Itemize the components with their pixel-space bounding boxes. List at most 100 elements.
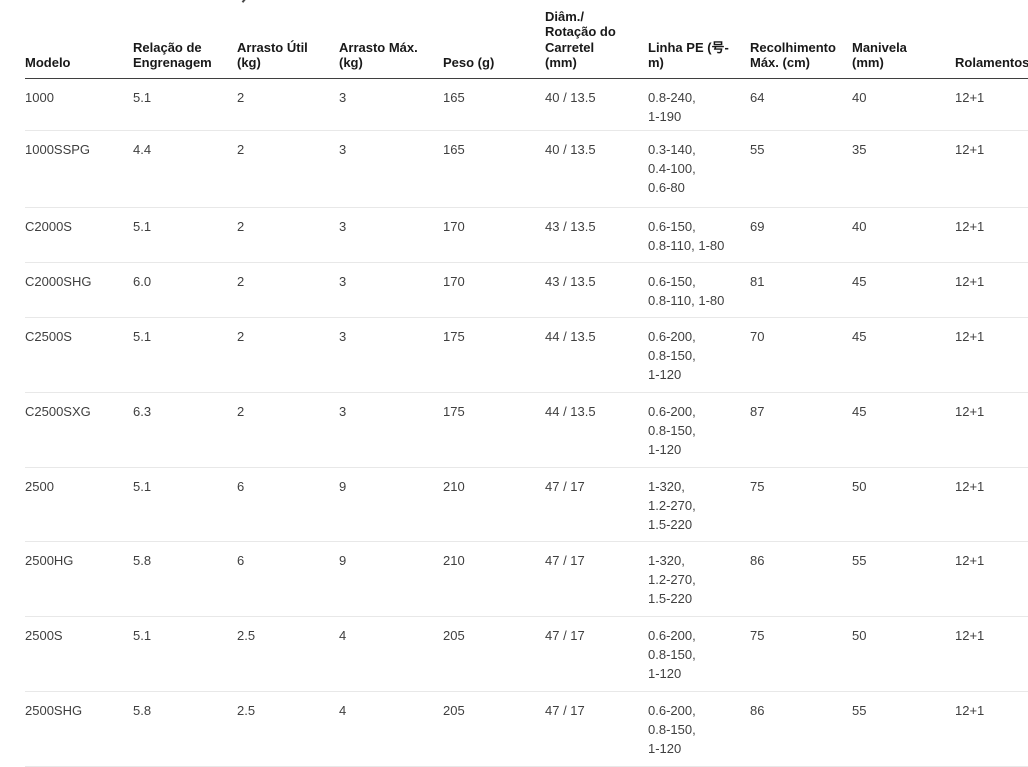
cell-rolamentos: 12+1 <box>955 691 1028 767</box>
cell-recolhimento: 86 <box>750 541 852 617</box>
cell-recolhimento: 81 <box>750 262 852 318</box>
header-relacao: Relação de Engrenagem <box>133 0 237 79</box>
cell-modelo: 1000SSPG <box>25 130 133 208</box>
cell-arrasto_util: 2 <box>237 78 339 131</box>
cell-rolamentos: 12+1 <box>955 616 1028 692</box>
cell-relacao: 5.1 <box>133 317 237 393</box>
cell-modelo: 1000 <box>25 78 133 131</box>
cell-recolhimento: 75 <box>750 616 852 692</box>
cell-peso: 210 <box>443 467 545 542</box>
cell-diam: 47 / 17 <box>545 616 648 692</box>
cell-arrasto_max: 9 <box>339 467 443 542</box>
header-modelo: Modelo <box>25 0 133 79</box>
cell-manivela: 55 <box>852 691 955 767</box>
cell-arrasto_max: 3 <box>339 317 443 393</box>
table-row: 1000SSPG 4.4 2 3 165 40 / 13.5 0.3-140, 0.4-10… <box>25 130 1028 208</box>
cell-diam: 43 / 13.5 <box>545 207 648 263</box>
cell-diam: 44 / 13.5 <box>545 392 648 468</box>
cell-manivela: 45 <box>852 317 955 393</box>
header-arrasto-max: Arrasto Máx. (kg) <box>339 0 443 79</box>
cell-arrasto_util: 6 <box>237 541 339 617</box>
cell-relacao: 4.4 <box>133 130 237 208</box>
table-row: 2500HG 5.8 6 9 210 47 / 17 1-320, 1.2-270, 1.5… <box>25 541 1028 617</box>
cell-peso: 205 <box>443 691 545 767</box>
spec-table: Modelo Relação de Engrenagem Arrasto Úti… <box>25 0 1028 767</box>
cell-manivela: 35 <box>852 130 955 208</box>
cell-rolamentos: 12+1 <box>955 262 1028 318</box>
cell-manivela: 55 <box>852 541 955 617</box>
cell-linha: 1-320, 1.2-270, 1.5-220 <box>648 467 750 542</box>
cell-arrasto_util: 2.5 <box>237 691 339 767</box>
cell-peso: 175 <box>443 317 545 393</box>
cell-rolamentos: 12+1 <box>955 467 1028 542</box>
cell-relacao: 5.8 <box>133 691 237 767</box>
cell-recolhimento: 64 <box>750 78 852 131</box>
cell-arrasto_max: 3 <box>339 130 443 208</box>
cell-peso: 165 <box>443 130 545 208</box>
table-row: C2500S 5.1 2 3 175 44 / 13.5 0.6-200, 0.8-150,… <box>25 317 1028 393</box>
table-body: 1000 5.1 2 3 165 40 / 13.5 0.8-240, 1-190 64 40 1… <box>25 78 1028 767</box>
cell-rolamentos: 12+1 <box>955 392 1028 468</box>
cell-manivela: 45 <box>852 392 955 468</box>
cell-peso: 165 <box>443 78 545 131</box>
cell-manivela: 40 <box>852 207 955 263</box>
header-diam-rotacao: Diâm./ Rotação do Carretel (mm) <box>545 0 648 79</box>
cell-recolhimento: 87 <box>750 392 852 468</box>
cell-linha: 0.3-140, 0.4-100, 0.6-80 <box>648 130 750 208</box>
header-rolamentos: Rolamentos <box>955 0 1028 79</box>
cell-manivela: 45 <box>852 262 955 318</box>
cell-diam: 40 / 13.5 <box>545 130 648 208</box>
cell-arrasto_max: 3 <box>339 262 443 318</box>
cell-modelo: C2000S <box>25 207 133 263</box>
cell-relacao: 5.1 <box>133 207 237 263</box>
header-manivela: Manivela (mm) <box>852 0 955 79</box>
cell-manivela: 40 <box>852 78 955 131</box>
cell-arrasto_max: 3 <box>339 207 443 263</box>
cell-rolamentos: 12+1 <box>955 541 1028 617</box>
header-arrasto-util: Arrasto Útil (kg) <box>237 0 339 79</box>
cell-modelo: 2500S <box>25 616 133 692</box>
cell-modelo: C2500S <box>25 317 133 393</box>
cell-linha: 0.6-200, 0.8-150, 1-120 <box>648 392 750 468</box>
cell-diam: 44 / 13.5 <box>545 317 648 393</box>
cell-relacao: 5.1 <box>133 616 237 692</box>
cell-relacao: 6.3 <box>133 392 237 468</box>
cell-peso: 175 <box>443 392 545 468</box>
cell-recolhimento: 55 <box>750 130 852 208</box>
cell-arrasto_util: 2 <box>237 207 339 263</box>
table-header-row: Modelo Relação de Engrenagem Arrasto Úti… <box>25 0 1028 79</box>
table-row: 2500S 5.1 2.5 4 205 47 / 17 0.6-200, 0.8-150, … <box>25 616 1028 692</box>
cell-linha: 0.8-240, 1-190 <box>648 78 750 131</box>
cell-arrasto_util: 2 <box>237 262 339 318</box>
header-recolhimento: Recolhimento Máx. (cm) <box>750 0 852 79</box>
cell-manivela: 50 <box>852 616 955 692</box>
table-row: C2000S 5.1 2 3 170 43 / 13.5 0.6-150, 0.8-110,… <box>25 207 1028 263</box>
cell-manivela: 50 <box>852 467 955 542</box>
cell-relacao: 5.1 <box>133 467 237 542</box>
cell-peso: 170 <box>443 262 545 318</box>
cell-linha: 1-320, 1.2-270, 1.5-220 <box>648 541 750 617</box>
cell-arrasto_max: 9 <box>339 541 443 617</box>
cell-rolamentos: 12+1 <box>955 130 1028 208</box>
cell-rolamentos: 12+1 <box>955 78 1028 131</box>
cell-modelo: 2500SHG <box>25 691 133 767</box>
cell-rolamentos: 12+1 <box>955 207 1028 263</box>
cell-arrasto_max: 4 <box>339 691 443 767</box>
table-row: 1000 5.1 2 3 165 40 / 13.5 0.8-240, 1-190 64 40 1… <box>25 78 1028 131</box>
cell-relacao: 5.8 <box>133 541 237 617</box>
cell-linha: 0.6-200, 0.8-150, 1-120 <box>648 616 750 692</box>
cell-arrasto_util: 6 <box>237 467 339 542</box>
table-row: 2500SHG 5.8 2.5 4 205 47 / 17 0.6-200, 0.8-150… <box>25 691 1028 767</box>
cell-peso: 205 <box>443 616 545 692</box>
cell-diam: 43 / 13.5 <box>545 262 648 318</box>
cell-linha: 0.6-200, 0.8-150, 1-120 <box>648 691 750 767</box>
cell-peso: 210 <box>443 541 545 617</box>
cell-recolhimento: 86 <box>750 691 852 767</box>
cell-diam: 40 / 13.5 <box>545 78 648 131</box>
cell-diam: 47 / 17 <box>545 467 648 542</box>
cell-arrasto_util: 2.5 <box>237 616 339 692</box>
header-peso: Peso (g) <box>443 0 545 79</box>
cell-recolhimento: 75 <box>750 467 852 542</box>
cell-peso: 170 <box>443 207 545 263</box>
